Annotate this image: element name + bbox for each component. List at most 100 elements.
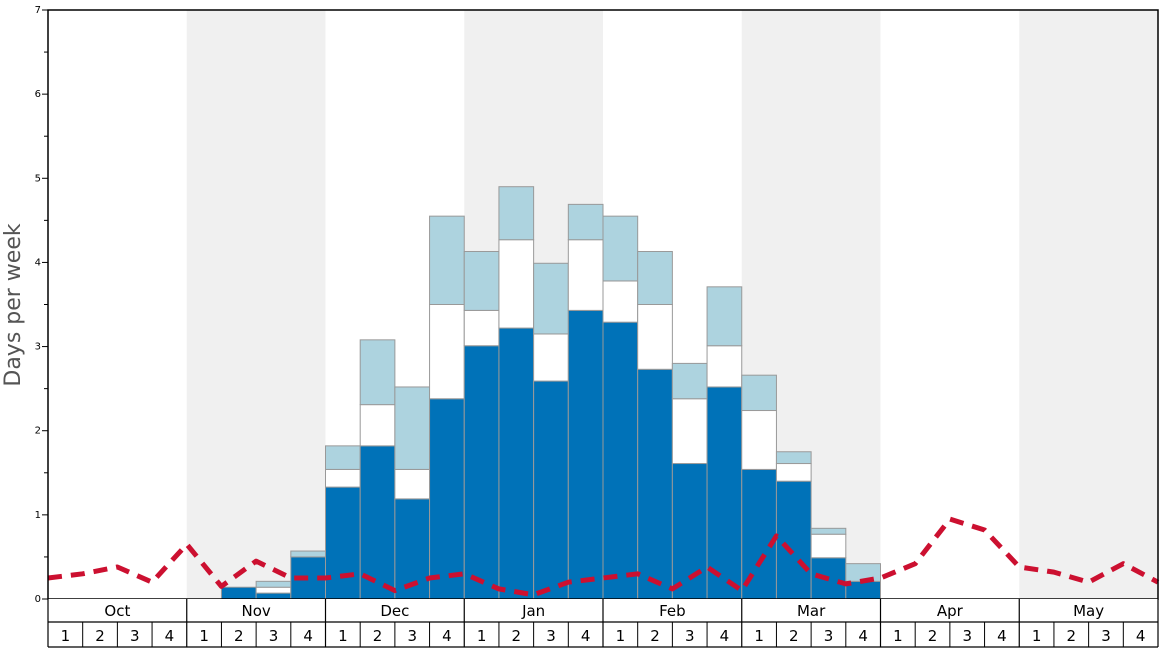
bar-segment [463, 309, 500, 347]
week-label: 3 [685, 627, 695, 645]
week-label: 1 [338, 627, 348, 645]
bar-segment [602, 321, 639, 600]
bar-segment [255, 586, 292, 594]
bar-segment [498, 327, 535, 600]
bar-segment [602, 280, 639, 323]
month-label: Feb [659, 602, 686, 620]
week-label: 2 [650, 627, 660, 645]
bar-segment [533, 380, 569, 600]
bar-segment [359, 404, 396, 447]
bar-segment [220, 586, 257, 600]
bar-segment [637, 368, 673, 600]
bar-segment [602, 215, 639, 282]
week-label: 2 [234, 627, 244, 645]
week-label: 1 [61, 627, 71, 645]
bar-segment [567, 239, 604, 311]
bar-segment [775, 480, 812, 600]
month-label: May [1073, 602, 1104, 620]
bar-segment [394, 468, 431, 500]
y-axis-label: Days per week [1, 223, 26, 386]
week-label: 3 [407, 627, 417, 645]
bar-segment [290, 550, 326, 558]
month-label: Mar [797, 602, 826, 620]
bar-segment [359, 339, 396, 406]
bar-segment [741, 374, 777, 412]
y-tick-label: 5 [35, 173, 41, 184]
week-label: 4 [858, 627, 868, 645]
y-tick-label: 0 [35, 594, 41, 605]
week-label: 4 [303, 627, 313, 645]
week-label: 1 [616, 627, 626, 645]
y-tick-label: 7 [35, 5, 41, 16]
month-band-nov [186, 10, 326, 599]
dashed-series [47, 516, 1160, 598]
month-label: Dec [380, 602, 409, 620]
bar-segment [429, 215, 465, 305]
month-band-may [1019, 10, 1158, 599]
y-tick-label: 6 [35, 89, 41, 100]
y-tick-label: 2 [35, 426, 41, 437]
y-axis: 0 1 2 3 4 5 6 7 [35, 5, 48, 605]
bars [220, 186, 881, 600]
week-label: 2 [512, 627, 522, 645]
bar-segment [567, 203, 604, 241]
month-label: Oct [104, 602, 130, 620]
week-label: 4 [581, 627, 591, 645]
bar-segment [775, 463, 812, 482]
bar-segment [463, 250, 500, 311]
week-label: 1 [199, 627, 209, 645]
bar-segment [394, 386, 431, 470]
x-axis: Oct 1 2 3 4 Nov 1 2 3 4 Dec 1 2 3 4 Jan 1 2 3 4 Feb 1 2 3 4 Mar 1 2… [47, 599, 1159, 648]
bar-segment [429, 398, 465, 600]
week-label: 2 [95, 627, 105, 645]
bar-segment [255, 592, 292, 600]
bar-segment [255, 580, 292, 588]
week-label: 4 [442, 627, 452, 645]
bar-segment [533, 262, 569, 335]
bar-segment [706, 286, 743, 347]
month-label: Apr [937, 602, 964, 620]
week-label: 1 [893, 627, 903, 645]
bar-segment [810, 527, 847, 535]
bar-segment [775, 451, 812, 465]
week-label: 2 [373, 627, 383, 645]
week-label: 1 [754, 627, 764, 645]
week-label: 3 [130, 627, 140, 645]
week-label: 4 [165, 627, 175, 645]
week-label: 1 [477, 627, 487, 645]
bar-segment [810, 533, 847, 559]
bar-segment [741, 410, 777, 470]
week-label: 2 [928, 627, 938, 645]
dashed-series-line [47, 516, 1160, 598]
bar-segment [567, 309, 604, 600]
bar-segment [498, 239, 535, 329]
week-label: 3 [962, 627, 972, 645]
y-tick-label: 1 [35, 510, 41, 521]
week-label: 3 [546, 627, 556, 645]
bar-segment [706, 345, 743, 388]
month-label: Nov [241, 602, 270, 620]
bar-segment [325, 445, 361, 470]
bar-segment [671, 398, 708, 465]
bar-segment [637, 304, 673, 370]
bar-segment [498, 186, 535, 241]
bar-segment [533, 333, 569, 382]
bar-segment [706, 386, 743, 600]
bar-segment [637, 250, 673, 306]
week-label: 4 [720, 627, 730, 645]
bar-segment [671, 362, 708, 400]
week-label: 3 [1101, 627, 1111, 645]
week-label: 4 [1136, 627, 1146, 645]
week-label: 3 [824, 627, 834, 645]
week-label: 1 [1032, 627, 1042, 645]
bar-segment [325, 486, 361, 600]
week-label: 4 [997, 627, 1007, 645]
bar-segment [463, 345, 500, 600]
week-label: 3 [269, 627, 279, 645]
y-tick-label: 3 [35, 342, 41, 353]
y-tick-label: 4 [35, 257, 41, 268]
bar-segment [325, 468, 361, 488]
week-label: 2 [789, 627, 799, 645]
week-label: 2 [1067, 627, 1077, 645]
